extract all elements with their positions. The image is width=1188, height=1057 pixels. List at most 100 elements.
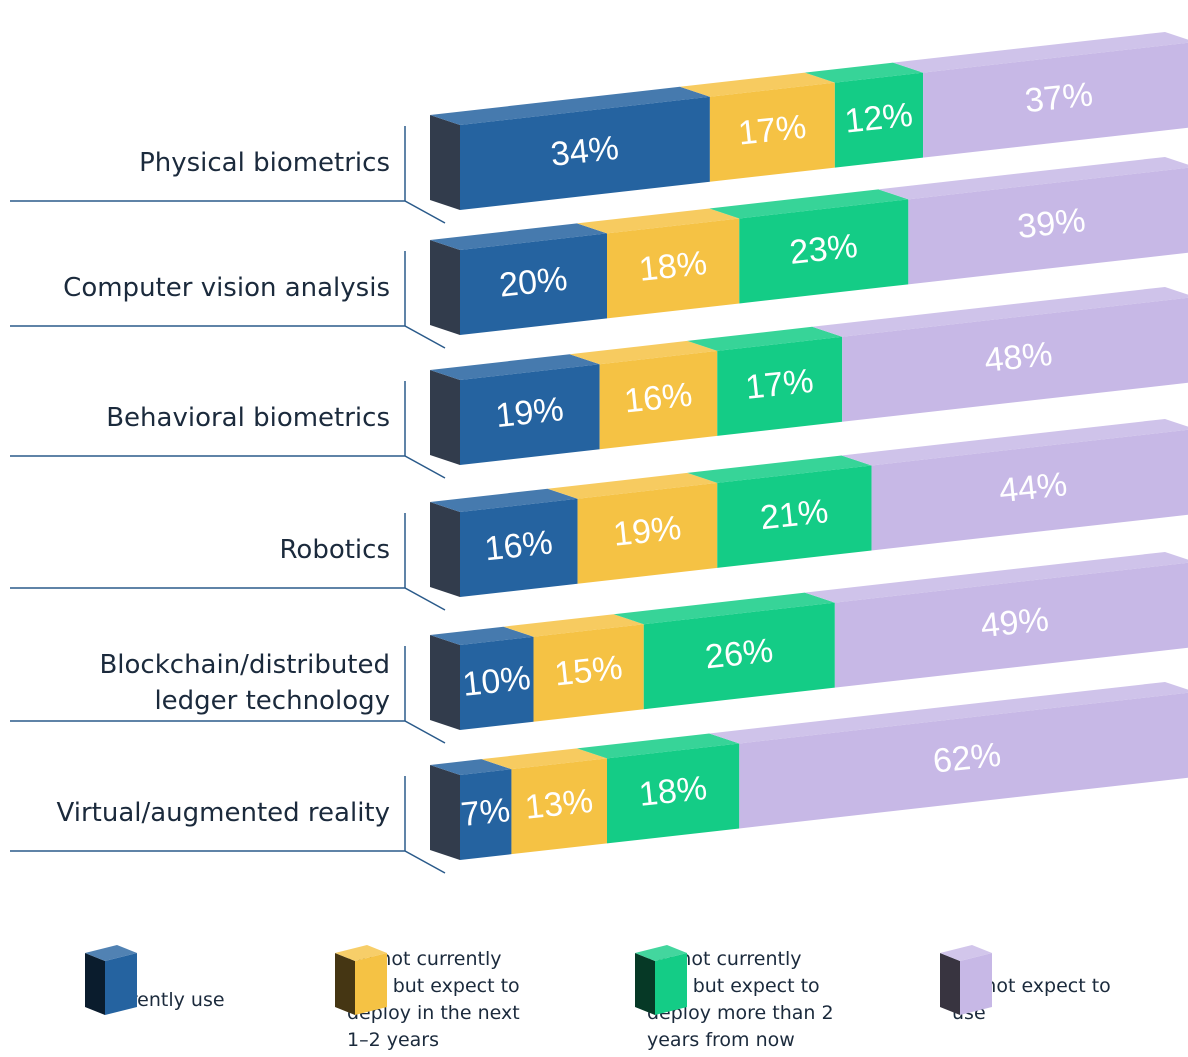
value-label: 16% xyxy=(622,376,694,421)
swatch-face xyxy=(655,953,687,1015)
value-label: 34% xyxy=(549,129,621,174)
value-label: 23% xyxy=(788,227,860,272)
bar-segment xyxy=(739,199,909,304)
value-label: 62% xyxy=(931,736,1003,781)
bar-segment xyxy=(834,72,924,168)
bar-segment xyxy=(607,743,740,844)
bar-segment xyxy=(533,624,644,722)
bar-top xyxy=(679,72,835,97)
bar-segment xyxy=(842,297,1188,422)
bar-segment xyxy=(460,769,512,860)
value-label: 37% xyxy=(1023,75,1095,120)
legend-item: Do not currently use, but expect to depl… xyxy=(635,945,842,1055)
swatch-face xyxy=(85,945,137,961)
value-label: 16% xyxy=(483,523,555,568)
category-label: Computer vision analysis xyxy=(63,273,390,303)
value-label: 12% xyxy=(843,96,915,141)
swatch-face xyxy=(335,945,387,961)
bar-top xyxy=(687,455,872,483)
swatch-face xyxy=(635,953,655,1015)
bar-top xyxy=(709,681,1188,744)
bar-segment xyxy=(717,465,872,568)
legend-swatch xyxy=(635,945,687,1015)
value-label: 18% xyxy=(637,769,709,814)
swatch-face xyxy=(940,953,960,1015)
bar-side xyxy=(430,240,460,335)
value-label: 18% xyxy=(637,244,709,289)
value-label: 7% xyxy=(459,791,512,834)
bar-segment xyxy=(460,498,578,597)
legend-item: Currently use xyxy=(85,945,292,1055)
bar-top xyxy=(709,189,909,219)
bar-segment xyxy=(908,167,1188,285)
bar-top xyxy=(577,208,740,234)
category-label: Robotics xyxy=(279,535,390,565)
bar-top xyxy=(430,759,512,775)
bar-side xyxy=(430,635,460,730)
bar-top xyxy=(481,748,607,770)
category-label: Virtual/augmented reality xyxy=(56,798,390,828)
bar-top xyxy=(569,340,718,365)
swatch-face xyxy=(355,953,387,1015)
value-label: 20% xyxy=(497,260,569,305)
value-label: 19% xyxy=(611,509,683,554)
bar-segment xyxy=(460,364,600,465)
legend-swatch xyxy=(85,945,137,1015)
bar-top xyxy=(547,472,718,499)
bar-top xyxy=(804,551,1188,603)
bar-segment xyxy=(923,42,1188,158)
bar-top xyxy=(841,418,1188,466)
bar-side xyxy=(430,370,460,465)
legend-item: Do not currently use, but expect to depl… xyxy=(335,945,542,1055)
bar-top xyxy=(503,614,644,637)
bar-segment xyxy=(834,562,1188,688)
bar-segment xyxy=(577,482,718,584)
bar-side xyxy=(430,765,460,860)
category-label: Physical biometrics xyxy=(139,148,390,178)
value-label: 17% xyxy=(744,362,816,407)
bar-top xyxy=(804,62,924,83)
swatch-face xyxy=(940,945,992,961)
bar-segment xyxy=(511,758,607,855)
bar-side xyxy=(430,502,460,597)
swatch-face xyxy=(635,945,687,961)
bar-top xyxy=(430,626,534,645)
bar-segment xyxy=(643,602,835,710)
value-label: 13% xyxy=(523,782,595,827)
bar-top xyxy=(812,286,1188,337)
bar-side xyxy=(430,115,460,210)
value-label: 19% xyxy=(494,390,566,435)
bar-segment xyxy=(599,350,718,450)
category-label: Behavioral biometrics xyxy=(106,403,390,433)
swatch-face xyxy=(335,953,355,1015)
bar-top xyxy=(687,326,843,351)
swatch-face xyxy=(960,953,992,1015)
legend-swatch xyxy=(335,945,387,1015)
value-label: 49% xyxy=(979,600,1051,645)
bar-segment xyxy=(607,218,740,319)
bar-top xyxy=(613,592,835,625)
swatch-face xyxy=(105,953,137,1015)
category-label: Blockchain/distributed ledger technology xyxy=(99,650,390,716)
bar-top xyxy=(878,156,1188,200)
bar-top xyxy=(430,488,578,512)
bar-segment xyxy=(460,96,710,210)
bar-top xyxy=(577,733,740,759)
value-label: 21% xyxy=(758,492,830,537)
value-label: 10% xyxy=(461,659,533,704)
legend-swatch xyxy=(940,945,992,1015)
bar-segment xyxy=(460,233,607,335)
legend-label: Do not currently use, but expect to depl… xyxy=(647,948,834,1051)
swatch-face xyxy=(85,953,105,1015)
value-label: 15% xyxy=(553,649,625,694)
bar-top xyxy=(430,223,607,250)
value-label: 17% xyxy=(736,108,808,153)
bar-segment xyxy=(871,429,1188,551)
bar-top xyxy=(430,354,600,380)
value-label: 26% xyxy=(703,631,775,676)
value-label: 39% xyxy=(1016,201,1088,246)
bar-segment xyxy=(709,82,835,182)
value-label: 48% xyxy=(983,335,1055,380)
